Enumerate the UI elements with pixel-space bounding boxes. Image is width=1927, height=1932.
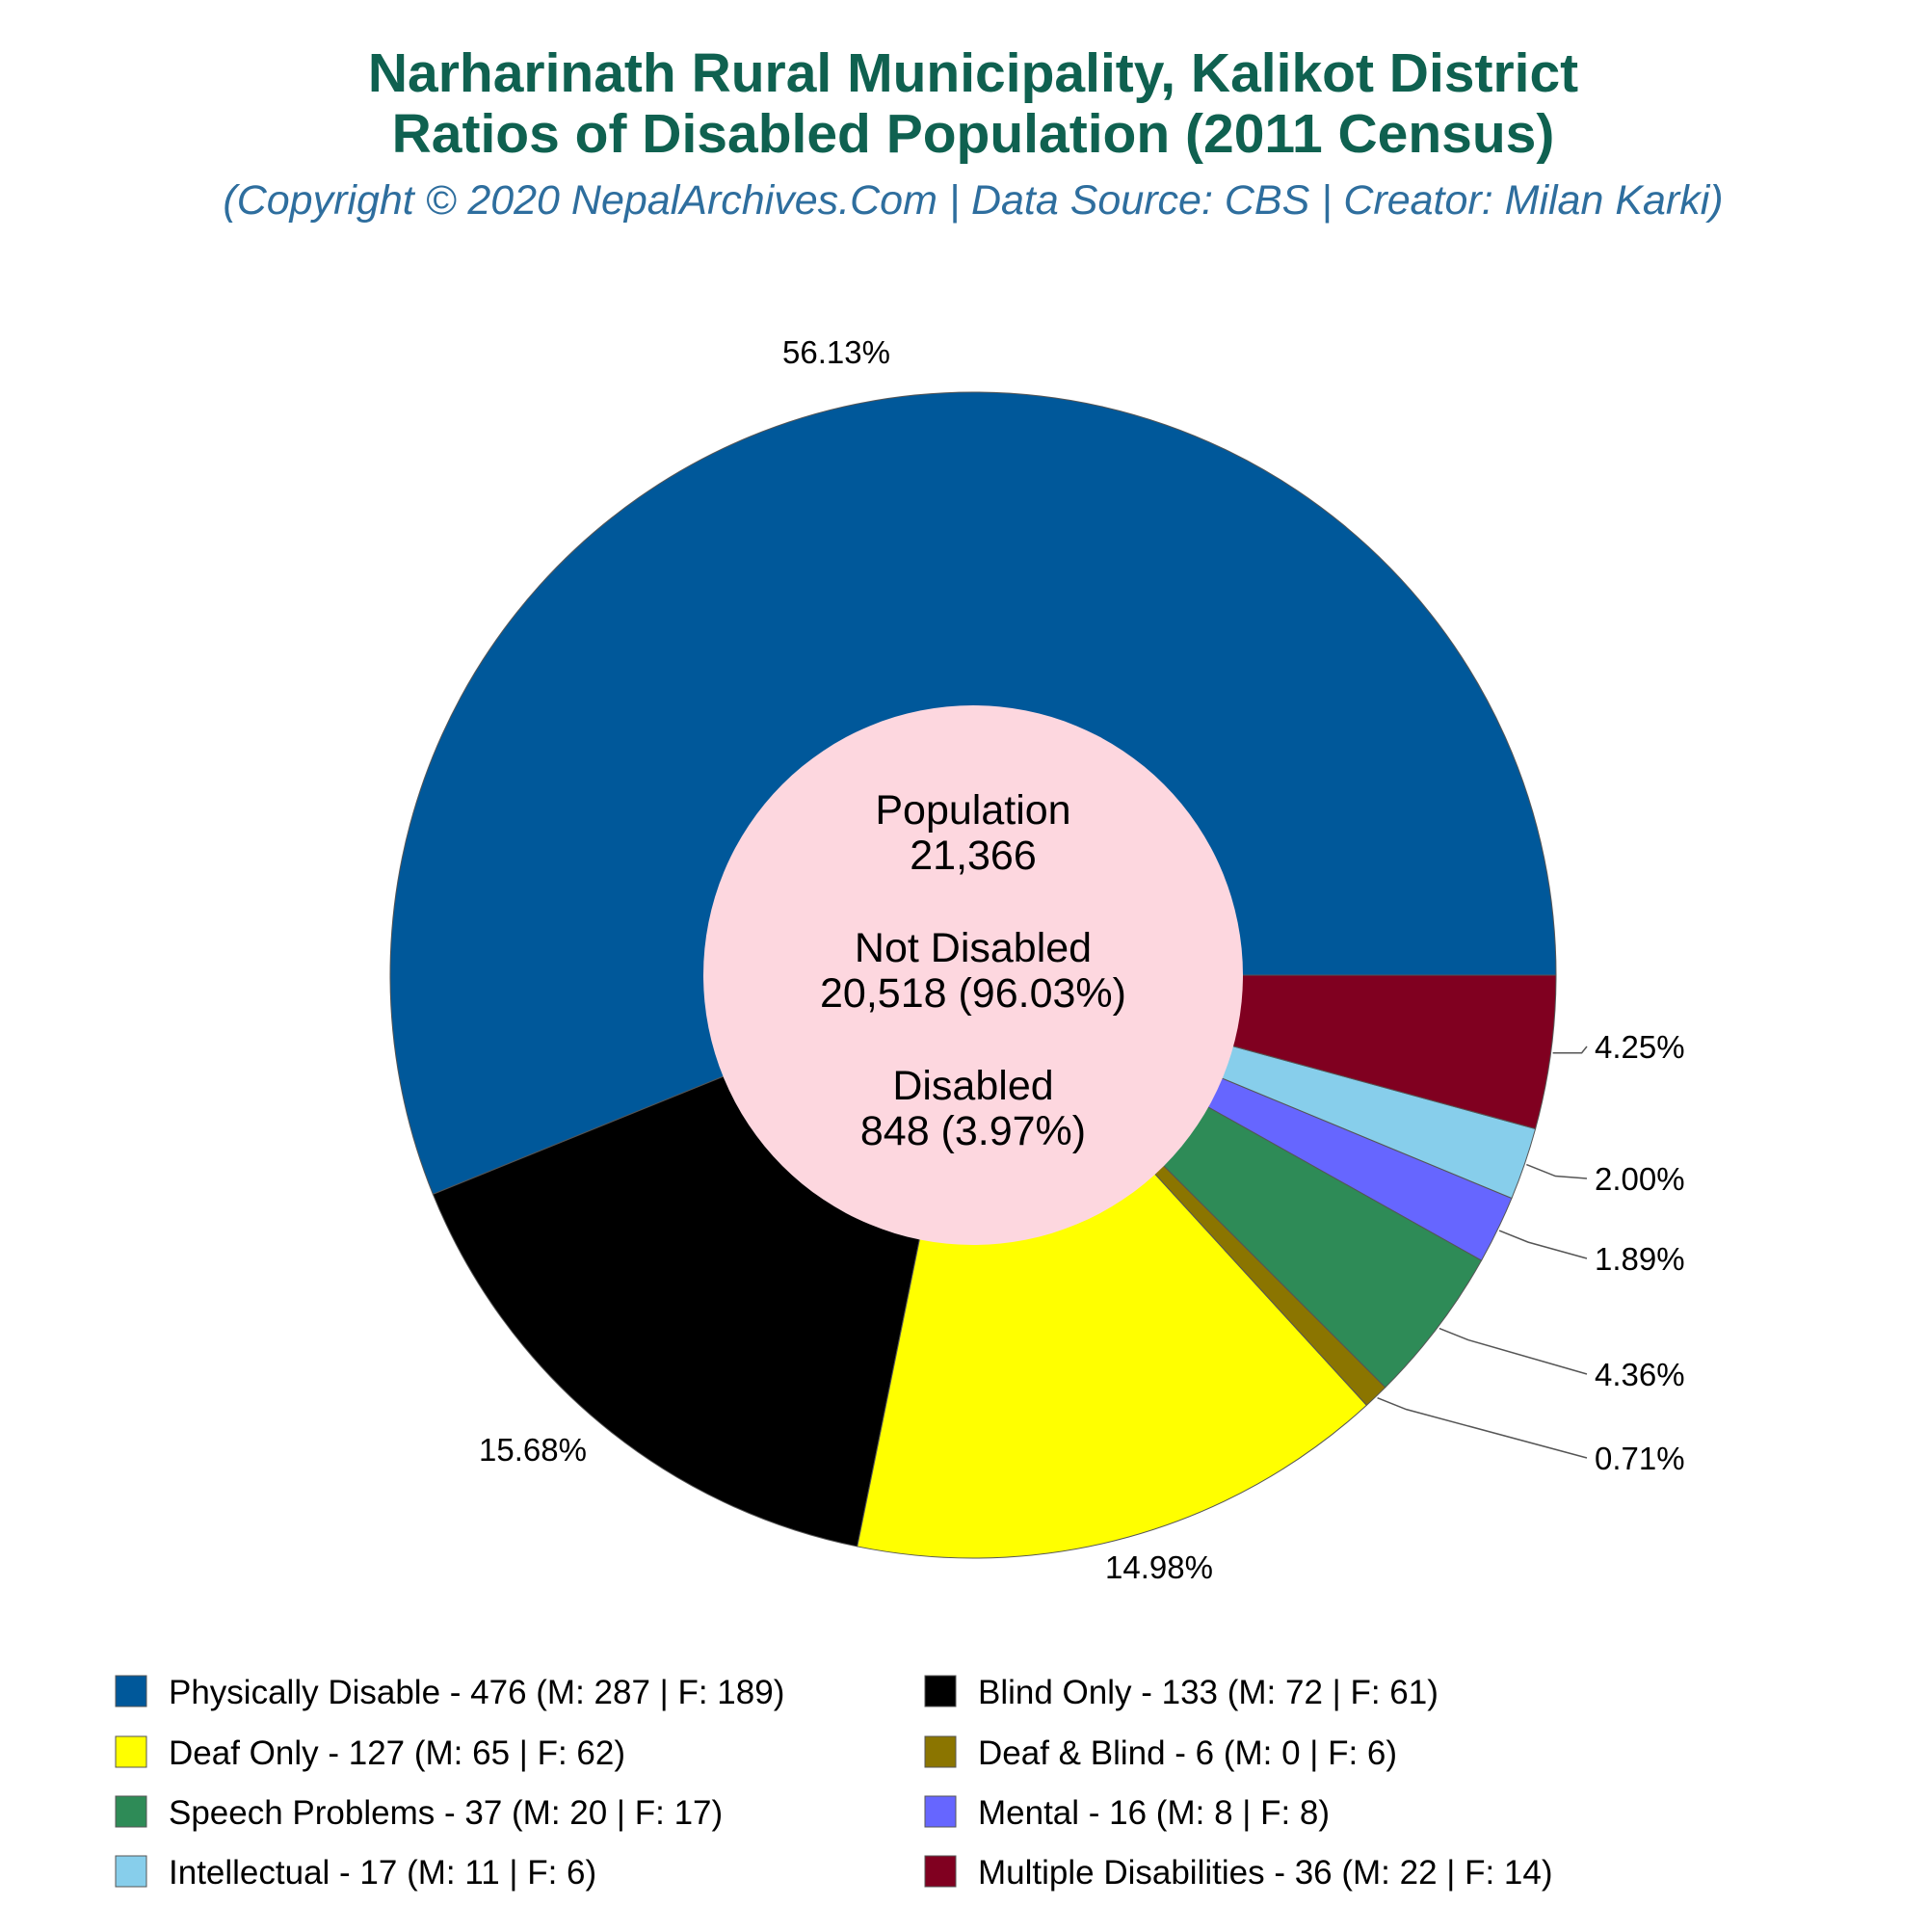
center-circle (703, 705, 1243, 1245)
chart-subtitle: Ratios of Disabled Population (2011 Cens… (392, 103, 1555, 165)
center-population-label: Population (875, 787, 1070, 834)
legend-swatch-intellectual (115, 1855, 147, 1888)
center-not-disabled-value: 20,518 (96.03%) (820, 970, 1126, 1017)
chart-credit: (Copyright © 2020 NepalArchives.Com | Da… (223, 177, 1723, 224)
label-leader-lines (1377, 1045, 1588, 1459)
legend-swatch-multiple-disabilities (924, 1855, 957, 1888)
legend-swatch-mental (924, 1795, 957, 1828)
legend-label-speech-problems: Speech Problems - 37 (M: 20 | F: 17) (169, 1794, 723, 1832)
percent-label-blind-only: 15.68% (479, 1432, 587, 1468)
legend-swatch-blind-only (924, 1675, 957, 1707)
percent-labels: 56.13% 15.68% 14.98% 0.71% 4.36% 1.89% 2.00% 4.… (479, 334, 1685, 1585)
leader-line-intellectual (1526, 1163, 1588, 1179)
leader-line-speech-problems (1439, 1327, 1588, 1375)
legend-label-blind-only: Blind Only - 133 (M: 72 | F: 61) (978, 1674, 1439, 1711)
percent-label-speech-problems: 4.36% (1595, 1357, 1685, 1392)
legend-swatch-physically-disable (115, 1675, 147, 1707)
center-disabled-label: Disabled (892, 1063, 1053, 1109)
legend-label-multiple-disabilities: Multiple Disabilities - 36 (M: 22 | F: 1… (978, 1854, 1553, 1892)
percent-label-physically-disable: 56.13% (782, 334, 890, 370)
percent-label-multiple-disabilities: 4.25% (1595, 1029, 1685, 1065)
percent-label-intellectual: 2.00% (1595, 1161, 1685, 1197)
leader-line-deaf-blind (1377, 1396, 1588, 1459)
percent-label-mental: 1.89% (1595, 1241, 1685, 1277)
leader-line-multiple-disabilities (1552, 1045, 1588, 1054)
legend-label-mental: Mental - 16 (M: 8 | F: 8) (978, 1794, 1330, 1832)
chart-title: Narharinath Rural Municipality, Kalikot … (368, 42, 1578, 104)
center-population-value: 21,366 (910, 833, 1037, 879)
legend-label-intellectual: Intellectual - 17 (M: 11 | F: 6) (169, 1854, 596, 1892)
center-disabled-value: 848 (3.97%) (860, 1108, 1086, 1154)
percent-label-deaf-only: 14.98% (1105, 1549, 1213, 1585)
leader-line-mental (1498, 1230, 1588, 1259)
legend-label-deaf-only: Deaf Only - 127 (M: 65 | F: 62) (169, 1734, 625, 1772)
center-not-disabled-label: Not Disabled (855, 925, 1092, 971)
legend-label-deaf-blind: Deaf & Blind - 6 (M: 0 | F: 6) (978, 1734, 1397, 1772)
legend-swatch-deaf-blind (924, 1735, 957, 1768)
legend-swatch-deaf-only (115, 1735, 147, 1768)
legend-swatch-speech-problems (115, 1795, 147, 1828)
legend: Physically Disable - 476 (M: 287 | F: 18… (115, 1674, 1553, 1892)
legend-label-physically-disable: Physically Disable - 476 (M: 287 | F: 18… (169, 1674, 784, 1711)
percent-label-deaf-blind: 0.71% (1595, 1441, 1685, 1476)
